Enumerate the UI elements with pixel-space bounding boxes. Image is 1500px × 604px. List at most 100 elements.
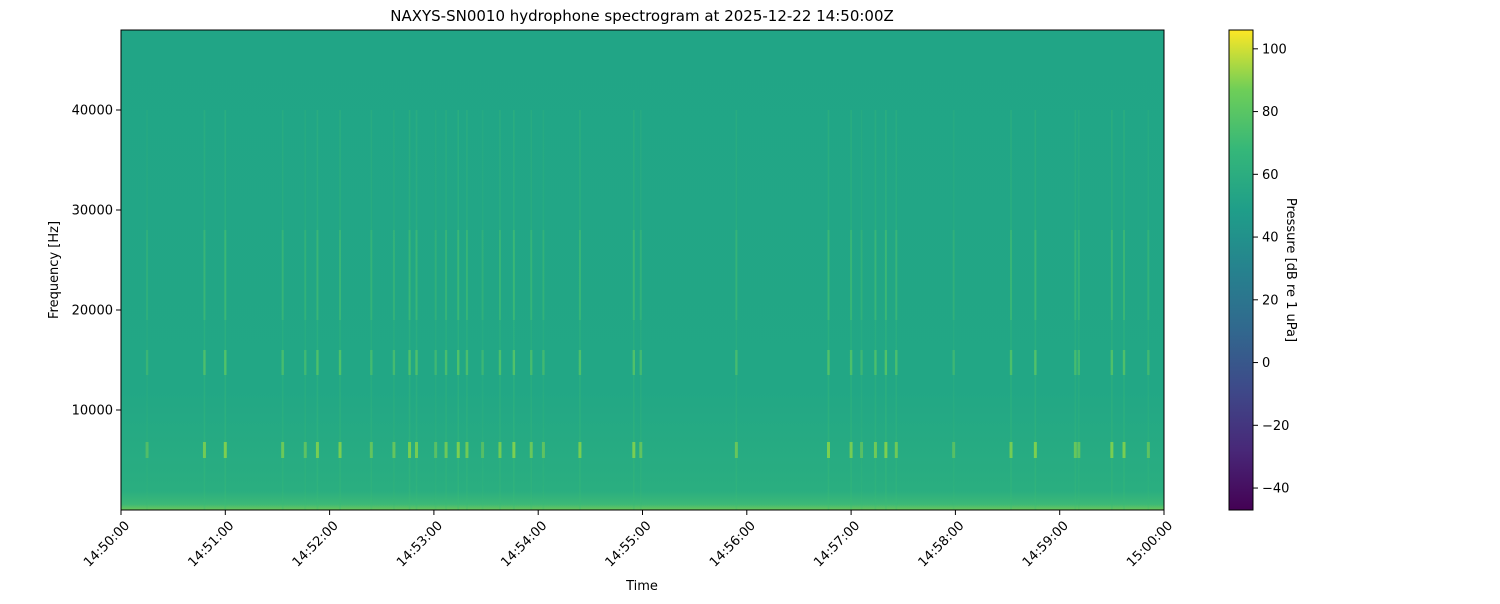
event-band-15khz [145,350,149,375]
event-streak-mid [1034,230,1037,320]
event-band-6khz [1009,442,1013,458]
colorbar-tick-label: −20 [1262,419,1289,434]
event-band-6khz [529,442,533,458]
transient-event [1146,110,1150,510]
transient-event [1122,110,1126,510]
transient-event [1033,110,1037,510]
transient-event [952,110,956,510]
transient-event [529,110,533,510]
event-band-6khz [303,442,307,458]
transient-event [541,110,545,510]
transient-event [281,110,285,510]
transient-event [303,110,307,510]
colorbar [1228,29,1254,511]
transient-event [578,110,582,510]
event-band-6khz [849,442,853,458]
event-streak-mid [415,230,418,320]
event-streak [1034,110,1037,510]
event-streak [434,110,437,510]
event-band-15khz [1009,350,1013,375]
x-tick-label: 15:00:00 [1124,518,1176,570]
colorbar-tick-label: 60 [1262,168,1279,183]
transient-event [827,110,831,510]
event-band-6khz [481,442,485,458]
event-streak [1147,110,1150,510]
event-streak [339,110,341,510]
transient-event [465,110,469,510]
event-streak [633,110,635,510]
event-streak [735,110,738,510]
event-streak-mid [316,230,319,320]
event-band-15khz [632,350,636,375]
transient-event [369,110,373,510]
colorbar-label: Pressure [dB re 1 uPa] [1283,198,1298,342]
event-band-15khz [639,350,642,375]
event-streak [481,110,484,510]
event-band-15khz [444,350,448,375]
transient-event [1073,110,1077,510]
event-band-15khz [1077,350,1081,375]
x-tick-label: 14:52:00 [290,518,342,570]
transient-event [884,110,888,510]
event-streak-mid [1123,230,1126,320]
event-band-6khz [632,442,636,458]
event-band-6khz [1073,442,1077,458]
event-streak [579,110,581,510]
event-streak [499,110,501,510]
event-band-6khz [1146,442,1150,458]
event-streak-mid [827,230,830,320]
event-streak [1111,110,1113,510]
transient-event [894,110,898,510]
event-band-15khz [370,350,373,375]
plot-area [120,29,1165,511]
event-streak-mid [860,230,863,320]
colorbar-tick-label: 40 [1262,231,1279,246]
event-band-6khz [1110,442,1114,458]
event-streak [1123,110,1125,510]
event-streak-mid [408,230,411,320]
event-streak-mid [578,230,581,320]
event-streak-mid [445,230,448,320]
transient-event [223,110,227,510]
event-band-6khz [952,442,956,458]
event-streak [370,110,373,510]
event-streak-mid [1147,230,1150,320]
event-streak [895,110,898,510]
event-streak-mid [1110,230,1113,320]
y-tick-label: 20000 [72,304,113,319]
event-streak [445,110,447,510]
event-band-15khz [1110,350,1114,375]
event-band-15khz [860,350,863,375]
event-band-15khz [304,350,307,375]
transient-event [639,110,643,510]
event-band-15khz [392,350,396,375]
event-band-15khz [481,350,484,375]
x-tick-label: 14:50:00 [81,518,133,570]
event-streak-mid [304,230,307,320]
event-streak-mid [203,230,206,320]
event-band-6khz [873,442,877,458]
event-band-6khz [145,442,149,458]
transient-event [1077,110,1081,510]
y-tick-label: 40000 [72,104,113,119]
event-streak [885,110,887,510]
event-streak-mid [530,230,533,320]
event-band-6khz [578,442,582,458]
event-band-6khz [392,442,396,458]
event-band-6khz [1033,442,1037,458]
event-band-15khz [316,350,319,375]
event-band-15khz [1147,350,1150,375]
event-streak-mid [146,230,149,320]
event-streak-mid [952,230,955,320]
event-streak [542,110,545,510]
event-band-15khz [874,350,877,375]
event-band-6khz [444,442,448,458]
event-band-6khz [541,442,545,458]
event-band-15khz [1074,350,1077,375]
event-streak [860,110,863,510]
event-band-15khz [281,350,284,375]
event-band-15khz [408,350,411,375]
transient-event [456,110,460,510]
event-band-15khz [542,350,545,375]
